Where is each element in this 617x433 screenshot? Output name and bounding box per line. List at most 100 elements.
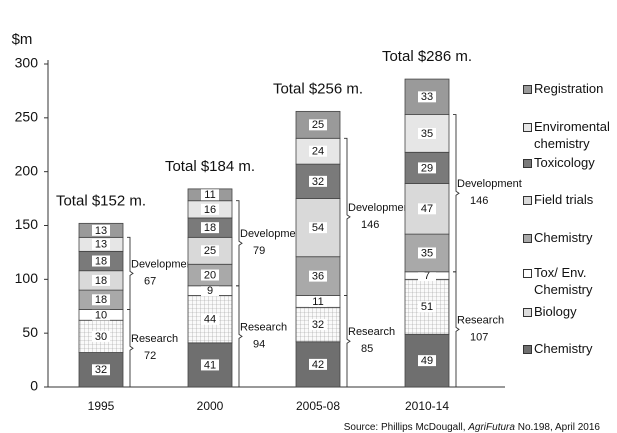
segment-label: 54	[312, 222, 324, 234]
legend-label: Tox/ Env. Chemistry	[534, 265, 593, 297]
label-box	[309, 319, 327, 331]
x-tick-label: 2000	[197, 399, 224, 413]
label-box	[309, 119, 327, 131]
y-tick-label: 100	[15, 270, 39, 286]
segment-label: 51	[421, 301, 433, 313]
label-box	[201, 269, 219, 281]
legend-swatch	[523, 345, 532, 354]
label-box	[92, 294, 110, 306]
label-box	[92, 238, 110, 250]
bracket-value: 79	[253, 245, 265, 257]
legend-swatch	[523, 123, 532, 132]
y-tick-label: 50	[22, 324, 38, 340]
bracket-value: 146	[361, 219, 379, 231]
segment-label: 11	[204, 189, 215, 201]
label-box	[418, 355, 436, 367]
legend-swatch	[523, 159, 532, 168]
segment-label: 10	[95, 309, 107, 321]
bracket	[127, 236, 134, 310]
label-box	[201, 222, 219, 234]
label-box	[201, 313, 219, 325]
legend-swatch	[523, 269, 532, 278]
label-box	[418, 301, 436, 313]
total-label: Total $184 m.	[165, 158, 255, 175]
label-box	[201, 189, 219, 201]
segment-label: 35	[421, 128, 433, 140]
bracket-label: Research	[457, 314, 504, 326]
segment-label: 13	[95, 225, 107, 237]
bracket-value: 107	[470, 331, 488, 343]
label-box	[92, 274, 110, 286]
segment-label: 18	[95, 294, 107, 306]
label-box	[418, 247, 436, 259]
bracket-label: Development	[240, 228, 305, 240]
segment-label: 13	[95, 239, 107, 251]
segment-label: 9	[207, 285, 213, 297]
segment-label: 25	[204, 245, 216, 257]
bracket	[344, 137, 351, 296]
segment-label: 32	[312, 319, 324, 331]
legend-swatch	[523, 196, 532, 205]
label-box	[201, 359, 219, 371]
legend-label: Toxicology	[534, 155, 595, 170]
legend-label: Biology	[534, 304, 577, 319]
legend-label: Chemistry	[534, 230, 593, 245]
label-box	[201, 245, 219, 257]
segment-label: 18	[204, 222, 216, 234]
legend-swatch	[523, 308, 532, 317]
segment-label: 18	[95, 255, 107, 267]
segment-label: 42	[312, 359, 324, 371]
segment-label: 49	[421, 355, 433, 367]
label-box	[92, 309, 110, 321]
bar-segment	[78, 352, 124, 388]
x-tick-label: 2010-14	[405, 399, 449, 413]
bracket-label: Research	[240, 321, 287, 333]
segment-label: 29	[421, 162, 433, 174]
source-text: No.198, April 2016	[515, 422, 600, 433]
source-journal: AgriFutura	[467, 422, 515, 433]
bracket-value: 67	[144, 275, 156, 287]
label-box	[201, 203, 219, 215]
segment-label: 44	[204, 314, 216, 326]
label-box	[92, 255, 110, 267]
label-box	[418, 91, 436, 103]
segment-label: 36	[312, 271, 324, 283]
segment-label: 33	[421, 91, 433, 103]
total-label: Total $256 m.	[273, 80, 363, 97]
label-box	[309, 145, 327, 157]
label-box	[418, 270, 436, 282]
segment-label: 11	[312, 296, 323, 308]
segment-label: 47	[421, 203, 433, 215]
total-label: Total $286 m.	[382, 48, 472, 65]
x-tick-label: 1995	[88, 399, 115, 413]
y-tick-label: 250	[15, 109, 39, 125]
label-box	[309, 222, 327, 234]
label-box	[92, 330, 110, 342]
bracket-label: Research	[131, 333, 178, 345]
segment-label: 30	[95, 331, 107, 343]
y-tick-label: 300	[15, 55, 39, 71]
segment-label: 7	[424, 270, 430, 282]
bracket-label: Research	[348, 326, 395, 338]
source: Source: Phillips McDougall, AgriFutura N…	[344, 422, 601, 433]
label-box	[418, 162, 436, 174]
segment-label: 32	[312, 176, 324, 188]
bracket-value: 94	[253, 338, 265, 350]
legend-label: Registration	[534, 81, 604, 96]
y-tick-label: 200	[15, 162, 39, 178]
bracket-value: 85	[361, 343, 373, 355]
legend-swatch	[523, 85, 532, 94]
segment-label: 24	[312, 146, 324, 158]
y-tick-label: 150	[15, 216, 39, 232]
label-box	[418, 127, 436, 139]
label-box	[309, 175, 327, 187]
segment-label: 25	[312, 119, 324, 131]
bracket-label: Development	[457, 178, 522, 190]
bracket-label: Development	[348, 202, 413, 214]
label-box	[201, 285, 219, 297]
segment-label: 35	[421, 247, 433, 259]
bracket	[127, 309, 134, 388]
y-axis-label: $m	[12, 31, 33, 48]
